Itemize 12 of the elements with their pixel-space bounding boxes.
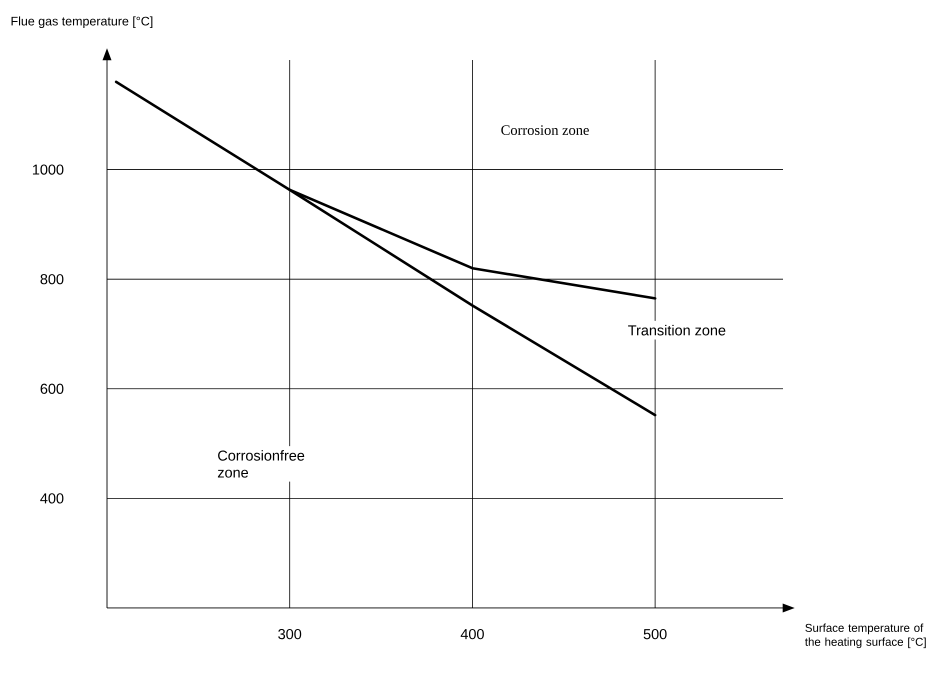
y-tick-label: 400: [40, 493, 64, 504]
y-tick-label: 800: [40, 274, 64, 284]
y-tick-label: 1000: [32, 164, 64, 175]
annotation: Transition zone: [628, 324, 726, 336]
x-tick-label: 400: [460, 628, 484, 640]
y-axis-title: Flue gas temperature [°C]: [12, 16, 152, 28]
x-axis-title: Surface temperature of the heating surface [°C]: [805, 624, 926, 648]
x-tick-label: 300: [278, 628, 302, 640]
annotation: Corrosion zone: [501, 125, 589, 135]
y-tick-label: 600: [40, 384, 64, 394]
annotation: Corrosionfree zone: [218, 450, 304, 478]
x-tick-label: 500: [644, 628, 667, 640]
